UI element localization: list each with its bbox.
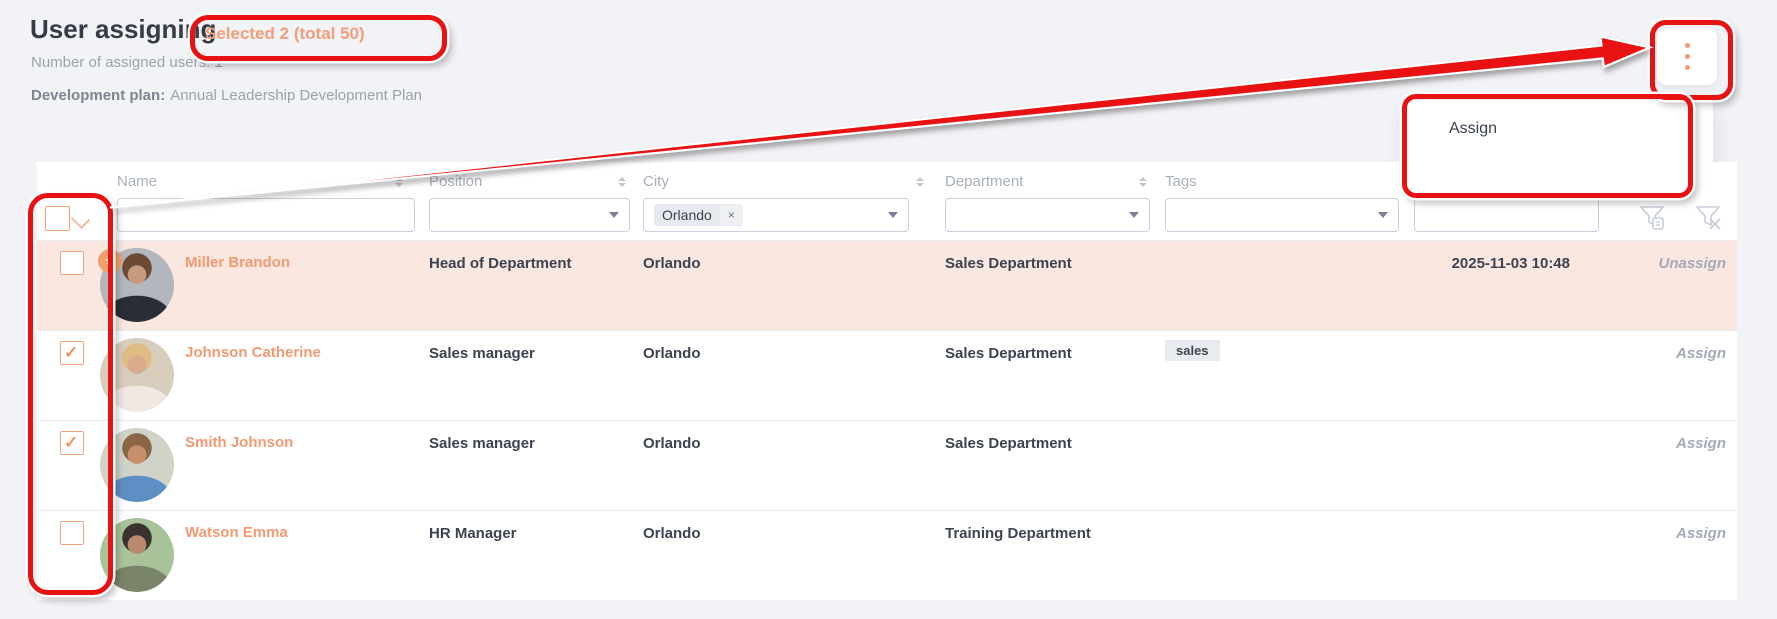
city-filter-chip: Orlando × [654, 204, 743, 226]
kebab-dot-icon [1684, 65, 1690, 70]
development-plan-value: Annual Leadership Development Plan [170, 87, 423, 104]
page-title: User assigning [30, 14, 217, 44]
user-city: Orlando [643, 255, 701, 272]
sort-icon[interactable] [618, 177, 626, 187]
clear-filters-icon[interactable] [1694, 203, 1722, 231]
city-filter-select[interactable]: Orlando × [643, 198, 909, 232]
column-header-position[interactable]: Position [429, 173, 483, 190]
user-department: Sales Department [945, 255, 1072, 272]
department-filter-select[interactable] [945, 198, 1150, 232]
selected-count-badge: Selected 2 (total 50) [205, 24, 365, 43]
assigned-date: 2025-11-03 10:48 [1451, 255, 1570, 272]
kebab-dot-icon [1684, 54, 1690, 59]
user-name-link[interactable]: Watson Emma [185, 524, 288, 541]
user-department: Sales Department [945, 345, 1072, 362]
row-checkbox[interactable] [60, 521, 84, 545]
user-department: Training Department [945, 525, 1091, 542]
row-action-link[interactable]: Assign [1675, 345, 1726, 362]
position-filter-select[interactable] [429, 198, 630, 232]
date-filter-input[interactable] [1414, 198, 1599, 232]
user-position: HR Manager [429, 525, 517, 542]
menu-item-assign[interactable]: Assign [1449, 120, 1498, 137]
kebab-dot-icon [1684, 43, 1690, 48]
sort-icon[interactable] [395, 177, 403, 187]
city-chip-label: Orlando [662, 207, 712, 223]
select-all-checkbox[interactable] [45, 206, 70, 231]
table-row: ★ Watson Emma HR Manager Orlando Trainin… [37, 510, 1737, 600]
remove-chip-icon[interactable]: × [719, 205, 743, 225]
users-table: Name Position City Department Tags Orlan… [37, 162, 1737, 600]
select-all-chevron-down-icon[interactable] [70, 209, 91, 230]
tags-filter-select[interactable] [1165, 198, 1399, 232]
name-filter-input[interactable] [117, 198, 415, 232]
caret-down-icon [888, 212, 898, 218]
assigned-users-count: Number of assigned users: 1 [31, 54, 223, 71]
caret-down-icon [609, 212, 619, 218]
avatar [100, 428, 174, 502]
table-rows: ★ Miller Brandon Head of Department Orla… [37, 240, 1737, 600]
row-action-link[interactable]: Unassign [1658, 255, 1726, 272]
avatar [100, 518, 174, 592]
column-header-tags[interactable]: Tags [1165, 173, 1197, 190]
column-header-name[interactable]: Name [117, 173, 158, 190]
saved-filters-icon[interactable] [1638, 203, 1666, 231]
sort-icon[interactable] [916, 177, 924, 187]
column-header-city[interactable]: City [643, 173, 669, 190]
user-department: Sales Department [945, 435, 1072, 452]
caret-down-icon [1378, 212, 1388, 218]
avatar [100, 338, 174, 412]
more-actions-button[interactable] [1657, 28, 1717, 85]
user-city: Orlando [643, 345, 701, 362]
row-checkbox[interactable] [60, 341, 84, 365]
user-position: Sales manager [429, 345, 535, 362]
star-badge-icon: ★ [98, 249, 122, 273]
row-action-link[interactable]: Assign [1675, 525, 1726, 542]
tag-badge: sales [1165, 340, 1220, 361]
user-position: Sales manager [429, 435, 535, 452]
user-city: Orlando [643, 435, 701, 452]
user-name-link[interactable]: Smith Johnson [185, 434, 294, 451]
caret-down-icon [1129, 212, 1139, 218]
development-plan-line: Development plan: Annual Leadership Devel… [31, 87, 422, 104]
user-position: Head of Department [429, 255, 572, 272]
table-row: ★ Miller Brandon Head of Department Orla… [37, 240, 1737, 330]
user-name-link[interactable]: Johnson Catherine [185, 344, 321, 361]
sort-icon[interactable] [1139, 177, 1147, 187]
user-city: Orlando [643, 525, 701, 542]
table-row: ★ Johnson Catherine Sales manager Orland… [37, 330, 1737, 420]
column-header-department[interactable]: Department [945, 173, 1024, 190]
user-tags: sales [1165, 340, 1226, 361]
row-checkbox[interactable] [60, 251, 84, 275]
row-action-link[interactable]: Assign [1675, 435, 1726, 452]
table-row: ★ Smith Johnson Sales manager Orlando Sa… [37, 420, 1737, 510]
development-plan-label: Development plan: [31, 87, 166, 104]
user-name-link[interactable]: Miller Brandon [185, 254, 291, 271]
row-checkbox[interactable] [60, 431, 84, 455]
